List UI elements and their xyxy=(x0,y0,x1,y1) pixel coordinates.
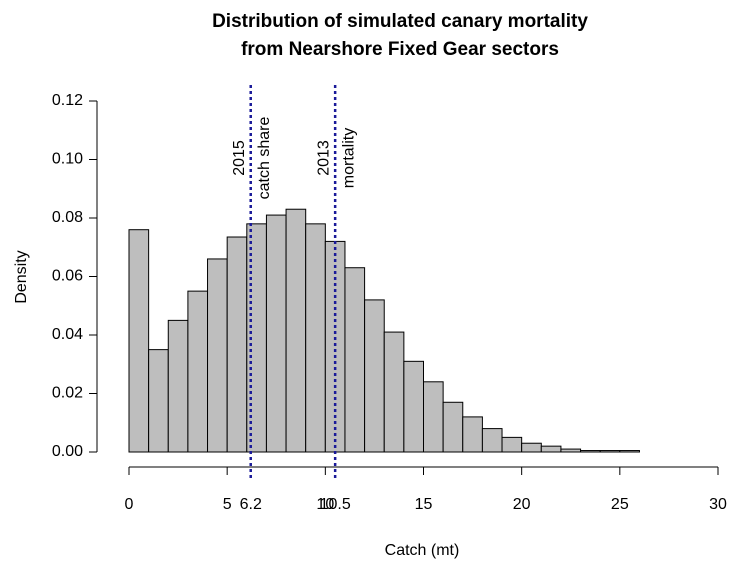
bar xyxy=(481,428,503,453)
reference-value-label: 6.2 xyxy=(240,496,262,513)
bar xyxy=(580,450,601,453)
y-tick-label: 0.10 xyxy=(52,151,83,168)
bar xyxy=(285,208,307,453)
x-tick-label: 15 xyxy=(415,496,433,513)
bar xyxy=(423,381,444,453)
x-tick-label: 0 xyxy=(125,496,134,513)
reference-value-label: 10.5 xyxy=(320,496,351,513)
y-tick-label: 0.02 xyxy=(52,385,83,402)
bar xyxy=(403,360,425,453)
x-tick-label: 25 xyxy=(611,496,629,513)
bar xyxy=(187,290,209,453)
reference-annotation: catch share xyxy=(256,117,273,200)
y-tick-label: 0.00 xyxy=(52,443,83,460)
y-tick-label: 0.12 xyxy=(52,92,83,109)
chart-title: Distribution of simulated canary mortali… xyxy=(212,11,588,32)
x-axis-label: Catch (mt) xyxy=(385,542,460,559)
chart-title: from Nearshore Fixed Gear sectors xyxy=(241,39,559,60)
bar xyxy=(364,299,385,453)
bar xyxy=(265,214,287,453)
x-tick-label: 10 xyxy=(316,496,334,513)
bar xyxy=(540,445,562,453)
y-tick-label: 0.08 xyxy=(52,209,83,226)
bar xyxy=(521,442,542,453)
x-tick-label: 20 xyxy=(513,496,531,513)
bar xyxy=(599,450,621,453)
y-tick-label: 0.06 xyxy=(52,268,83,285)
bar xyxy=(128,229,150,453)
bar xyxy=(226,236,248,453)
bar xyxy=(442,401,464,453)
bar xyxy=(462,416,483,453)
bar xyxy=(344,267,366,453)
bar xyxy=(207,258,228,453)
bar xyxy=(501,436,523,453)
reference-annotation: mortality xyxy=(340,128,357,188)
reference-annotation: 2015 xyxy=(231,140,248,176)
bar xyxy=(305,223,326,453)
bar xyxy=(167,319,189,453)
x-tick-label: 5 xyxy=(223,496,232,513)
bar xyxy=(619,450,640,453)
bar xyxy=(148,349,169,453)
y-tick-label: 0.04 xyxy=(52,326,83,343)
bar xyxy=(383,331,405,453)
y-axis-label: Density xyxy=(13,250,30,303)
reference-annotation: 2013 xyxy=(315,140,332,176)
x-tick-label: 30 xyxy=(709,496,727,513)
bar xyxy=(560,448,582,453)
